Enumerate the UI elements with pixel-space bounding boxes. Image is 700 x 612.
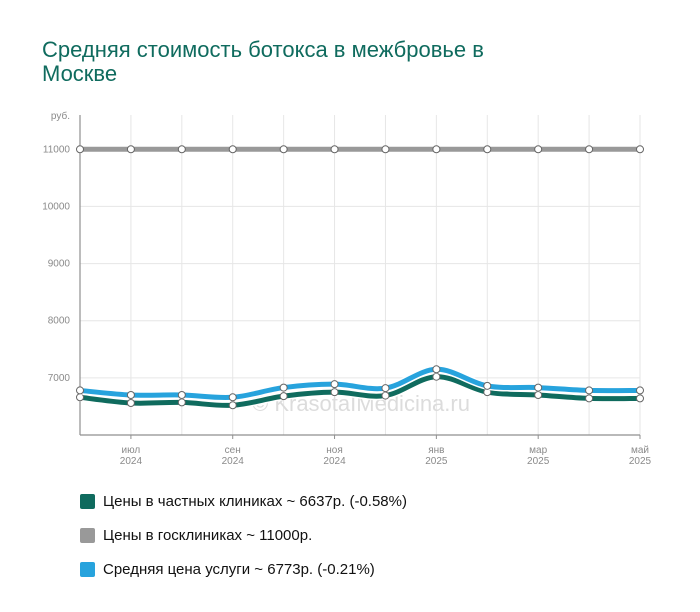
legend-item-average[interactable]: Средняя цена услуги ~ 6773р. (-0.21%): [80, 552, 407, 586]
data-point: [534, 391, 543, 399]
data-point: [228, 401, 237, 410]
data-point: [228, 145, 237, 154]
data-point: [483, 381, 492, 390]
x-tick-label-month: май: [631, 445, 649, 456]
x-tick-label-year: 2024: [323, 456, 346, 467]
y-tick-label: 8000: [48, 316, 71, 327]
chart-legend: Цены в частных клиниках ~ 6637р. (-0.58%…: [80, 484, 407, 586]
chart-title: Средняя стоимость ботокса в межбровье в …: [42, 37, 484, 86]
y-tick-label: 9000: [48, 259, 71, 270]
x-tick-label-month: ноя: [326, 445, 343, 456]
data-point: [534, 145, 543, 154]
x-tick-label-month: мар: [529, 445, 547, 456]
x-tick-label-month: янв: [428, 445, 444, 456]
series-0: [76, 145, 644, 154]
data-point: [636, 386, 644, 395]
series-line: [79, 374, 641, 408]
data-point: [279, 145, 288, 154]
data-point: [76, 145, 84, 154]
x-tick-label-year: 2025: [527, 456, 550, 467]
data-point: [177, 398, 186, 407]
data-point: [330, 388, 339, 397]
series-1: [76, 372, 644, 410]
legend-item-private[interactable]: Цены в частных клиниках ~ 6637р. (-0.58%…: [80, 484, 407, 518]
data-point: [534, 383, 543, 392]
x-tick-label-year: 2024: [120, 456, 143, 467]
data-point: [483, 145, 492, 154]
data-point: [126, 145, 135, 154]
y-tick-label: 7000: [48, 373, 71, 384]
y-tick-label: 10000: [42, 201, 70, 212]
chart-series: [76, 145, 644, 410]
data-point: [585, 386, 594, 395]
data-point: [432, 145, 441, 154]
data-point: [126, 399, 135, 407]
data-point: [76, 393, 84, 402]
chart-axes: 7000800090001000011000руб.июл2024сен2024…: [42, 110, 651, 467]
legend-swatch-state: [80, 527, 95, 543]
data-point: [432, 372, 441, 381]
legend-label-state: Цены в госклиниках ~ 11000р.: [103, 526, 313, 544]
x-tick-label-month: сен: [225, 445, 241, 456]
x-tick-label-year: 2024: [222, 456, 245, 467]
data-point: [381, 384, 390, 393]
y-axis-unit-label: руб.: [51, 110, 70, 122]
data-point: [636, 394, 644, 403]
data-point: [585, 145, 594, 154]
legend-item-state[interactable]: Цены в госклиниках ~ 11000р.: [80, 518, 407, 552]
data-point: [279, 392, 288, 401]
data-point: [76, 386, 84, 395]
legend-swatch-average: [80, 561, 95, 577]
legend-label-average: Средняя цена услуги ~ 6773р. (-0.21%): [103, 560, 375, 578]
series-2: [76, 365, 644, 402]
legend-label-private: Цены в частных клиниках ~ 6637р. (-0.58%…: [103, 492, 407, 510]
x-tick-label-month: июл: [122, 445, 141, 456]
data-point: [330, 380, 339, 389]
data-point: [636, 145, 644, 154]
data-point: [381, 145, 390, 154]
x-tick-label-year: 2025: [425, 456, 448, 467]
data-point: [432, 365, 441, 374]
data-point: [177, 145, 186, 154]
x-tick-label-year: 2025: [629, 456, 652, 467]
data-point: [381, 391, 390, 400]
line-chart: 7000800090001000011000руб.июл2024сен2024…: [42, 110, 651, 467]
series-line: [79, 366, 641, 401]
legend-swatch-private: [80, 493, 95, 509]
data-point: [228, 393, 237, 402]
data-point: [585, 394, 594, 403]
data-point: [330, 145, 339, 154]
data-point: [279, 383, 288, 392]
data-point: [126, 391, 135, 399]
y-tick-label: 11000: [43, 144, 71, 155]
data-point: [177, 391, 186, 399]
